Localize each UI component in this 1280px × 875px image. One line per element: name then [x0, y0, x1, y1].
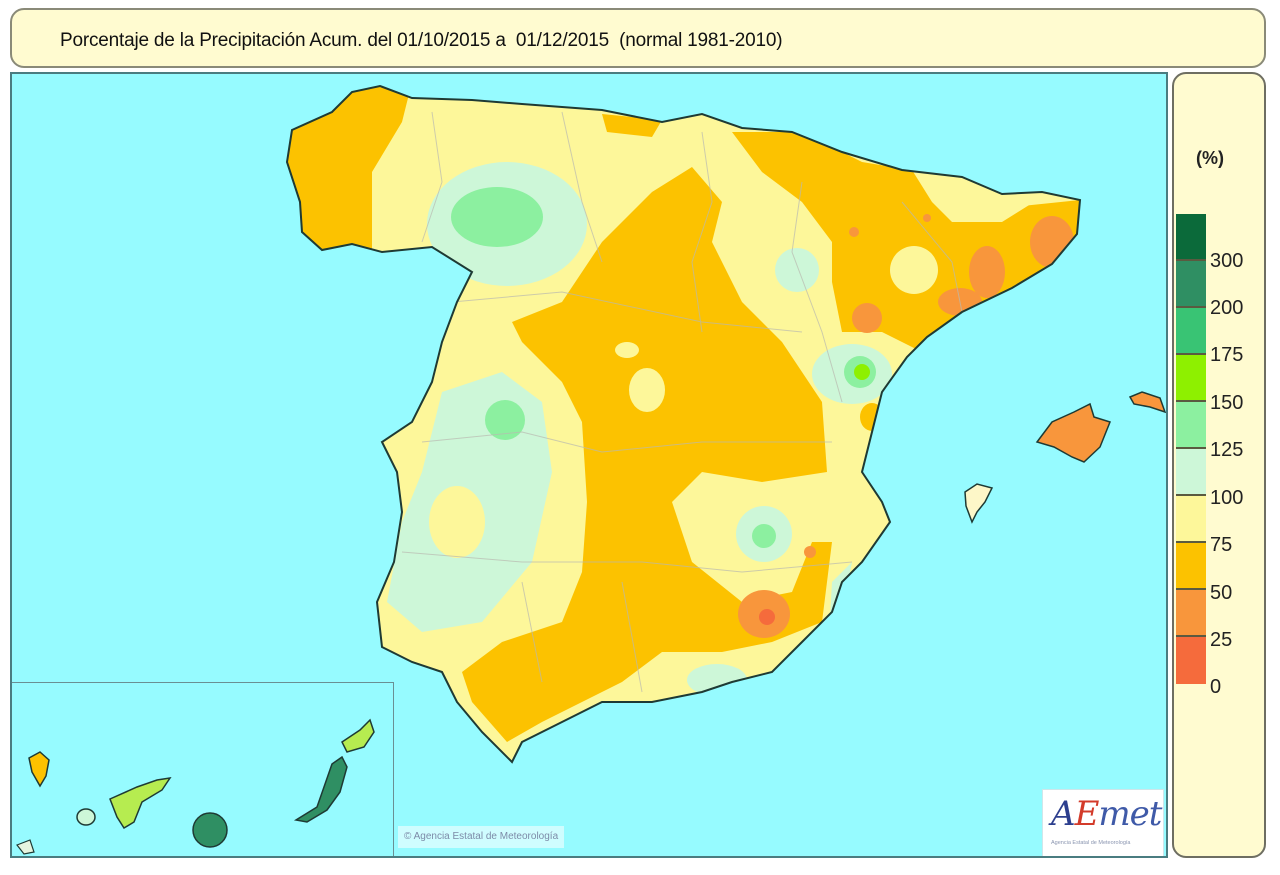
legend-label: 50 — [1210, 582, 1233, 604]
legend-swatch — [1176, 308, 1206, 355]
island-tenerife — [109, 776, 172, 830]
island-lanzarote — [341, 718, 375, 753]
legend-swatch — [1176, 261, 1206, 308]
legend-panel: (%) 300 200 175 150 125 100 75 50 25 0 — [1172, 72, 1266, 858]
legend-label: 75 — [1210, 534, 1233, 556]
legend-swatch — [1176, 637, 1206, 684]
island-menorca — [1128, 391, 1166, 414]
map-title: Porcentaje de la Precipitación Acum. del… — [60, 30, 783, 51]
logo-subtitle: Agencia Estatal de Meteorología — [1051, 840, 1131, 846]
island-mallorca — [1035, 402, 1111, 463]
region-galicia — [287, 86, 412, 262]
map-frame: © Agencia Estatal de Meteorología AEmet … — [10, 72, 1168, 858]
legend-label: 150 — [1210, 392, 1244, 414]
island-ibiza — [964, 483, 994, 524]
legend-swatch — [1176, 543, 1206, 590]
aemet-logo: AEmet Agencia Estatal de Meteorología — [1042, 789, 1164, 856]
legend-label: 0 — [1210, 676, 1222, 698]
copyright-notice: © Agencia Estatal de Meteorología — [398, 826, 565, 848]
legend-label: 300 — [1210, 250, 1244, 272]
precipitation-map — [16, 84, 1166, 855]
legend-label: 100 — [1210, 487, 1244, 509]
island-la-palma — [28, 751, 50, 788]
canary-islands-inset — [12, 682, 394, 856]
legend-swatch — [1176, 402, 1206, 449]
legend-swatch — [1176, 214, 1206, 261]
island-gran-canaria — [192, 812, 228, 848]
legend-swatch — [1176, 355, 1206, 402]
legend-label: 175 — [1210, 344, 1244, 366]
legend-unit: (%) — [1196, 148, 1224, 168]
logo-wordmark: AEmet — [1051, 794, 1162, 834]
legend-color-scale — [1176, 214, 1206, 684]
island-fuerteventura — [293, 755, 348, 823]
island-la-gomera — [76, 808, 96, 826]
island-el-hierro — [16, 839, 35, 855]
legend-label: 200 — [1210, 297, 1244, 319]
legend-swatch — [1176, 449, 1206, 496]
legend-label: 25 — [1210, 629, 1233, 651]
title-bar: Porcentaje de la Precipitación Acum. del… — [10, 8, 1266, 68]
legend-swatch — [1176, 590, 1206, 637]
legend-swatch — [1176, 496, 1206, 543]
region-meseta — [462, 167, 832, 742]
legend-label: 125 — [1210, 439, 1244, 461]
